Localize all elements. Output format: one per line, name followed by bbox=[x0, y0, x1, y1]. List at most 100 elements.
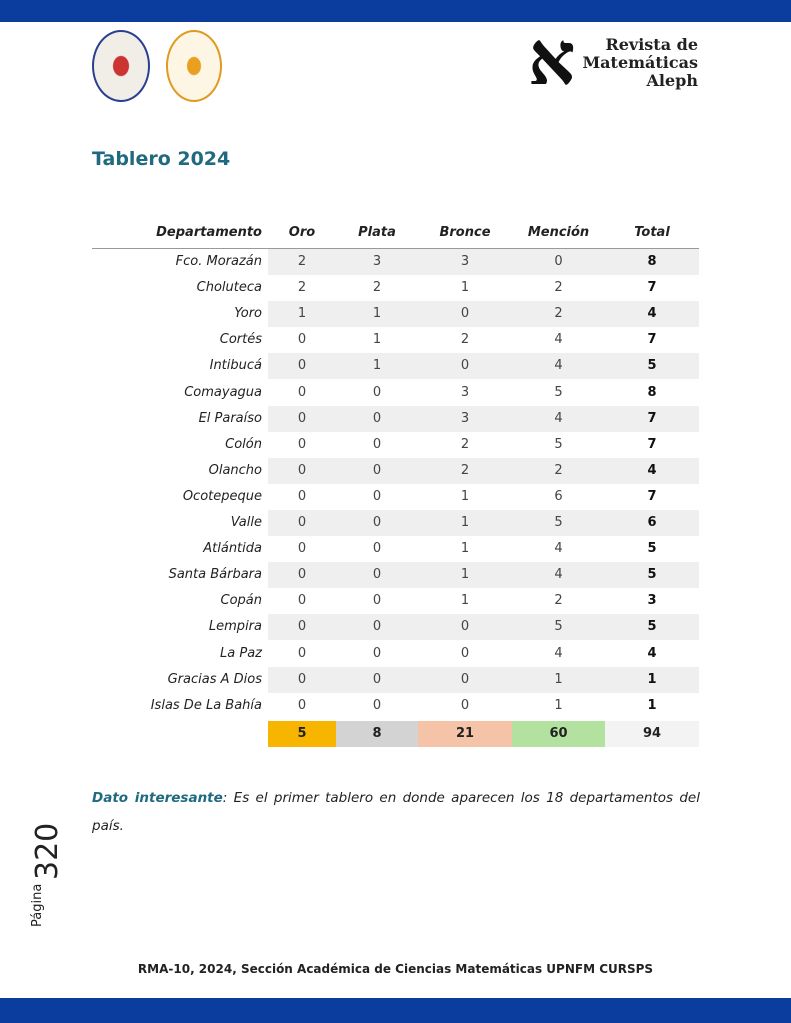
count: 0 bbox=[297, 384, 307, 400]
count: 1 bbox=[647, 697, 657, 713]
total: 94 bbox=[605, 720, 699, 747]
count: 3 bbox=[647, 593, 657, 609]
count: 1 bbox=[554, 697, 563, 713]
department: Islas De La Bahía bbox=[150, 697, 262, 713]
count: 1 bbox=[372, 332, 382, 348]
count: 0 bbox=[297, 541, 307, 557]
count: 1 bbox=[512, 666, 605, 693]
count: 0 bbox=[268, 614, 336, 641]
note-text: : Es el primer tablero en donde aparecen… bbox=[92, 790, 700, 834]
count: 0 bbox=[297, 332, 307, 348]
count: 1 bbox=[460, 593, 470, 609]
count: 5 bbox=[605, 353, 699, 380]
department: Ocotepeque bbox=[182, 488, 262, 504]
count: 4 bbox=[554, 332, 563, 348]
count: 3 bbox=[336, 249, 418, 275]
department: Colón bbox=[225, 436, 262, 452]
department: El Paraíso bbox=[198, 410, 262, 426]
count: 0 bbox=[460, 697, 470, 713]
count: 8 bbox=[647, 384, 657, 400]
count: 1 bbox=[268, 301, 336, 328]
count: 0 bbox=[372, 593, 382, 609]
count: 3 bbox=[418, 249, 512, 275]
count: 0 bbox=[336, 457, 418, 484]
count: 0 bbox=[268, 457, 336, 484]
department: Santa Bárbara bbox=[168, 567, 262, 583]
count: 5 bbox=[605, 562, 699, 589]
count: 0 bbox=[372, 384, 382, 400]
count: 0 bbox=[372, 541, 382, 557]
count: 4 bbox=[512, 405, 605, 432]
count: 0 bbox=[460, 645, 470, 661]
count: 5 bbox=[647, 541, 657, 557]
count: 3 bbox=[460, 384, 470, 400]
count: 0 bbox=[268, 666, 336, 693]
department: Choluteca bbox=[196, 280, 262, 296]
journal-line: Matemáticas bbox=[582, 53, 698, 72]
column-header: Mención bbox=[527, 225, 590, 240]
column-header: Oro bbox=[288, 225, 316, 240]
department: Intibucá bbox=[209, 358, 262, 374]
count: 1 bbox=[336, 301, 418, 328]
count: 0 bbox=[336, 510, 418, 536]
count: 1 bbox=[460, 488, 470, 504]
count: 4 bbox=[605, 457, 699, 484]
count: 0 bbox=[268, 353, 336, 380]
count: 2 bbox=[372, 280, 382, 296]
department: Cortés bbox=[219, 332, 262, 348]
footer: RMA-10, 2024, Sección Académica de Cienc… bbox=[137, 962, 654, 976]
count: 7 bbox=[647, 436, 657, 452]
count: 0 bbox=[268, 405, 336, 432]
count: 1 bbox=[605, 666, 699, 693]
count: 0 bbox=[372, 645, 382, 661]
department: Yoro bbox=[234, 306, 262, 322]
count: 4 bbox=[605, 301, 699, 328]
count: 1 bbox=[460, 280, 470, 296]
count: 0 bbox=[336, 562, 418, 589]
department: Atlántida bbox=[203, 541, 262, 557]
count: 7 bbox=[605, 405, 699, 432]
count: 2 bbox=[418, 457, 512, 484]
department: Comayagua bbox=[184, 384, 262, 400]
total: 5 bbox=[268, 720, 336, 747]
bottom-bar bbox=[0, 998, 791, 1023]
count: 2 bbox=[460, 436, 470, 452]
note: Dato interesante: Es el primer tablero e… bbox=[92, 784, 700, 840]
column-header: Departamento bbox=[156, 225, 262, 240]
count: 7 bbox=[647, 280, 657, 296]
column-header: Plata bbox=[358, 225, 396, 240]
count: 0 bbox=[418, 301, 512, 328]
count: 0 bbox=[297, 645, 307, 661]
count: 0 bbox=[418, 666, 512, 693]
count: 6 bbox=[605, 510, 699, 536]
logo-right bbox=[166, 30, 222, 102]
note-label: Dato interesante bbox=[92, 790, 223, 806]
count: 0 bbox=[372, 488, 382, 504]
count: 0 bbox=[297, 436, 307, 452]
count: 6 bbox=[554, 488, 563, 504]
count: 2 bbox=[297, 280, 307, 296]
count: 0 bbox=[297, 697, 307, 713]
count: 7 bbox=[647, 488, 657, 504]
count: 5 bbox=[512, 614, 605, 641]
count: 0 bbox=[336, 405, 418, 432]
header-rule bbox=[92, 248, 699, 249]
count: 8 bbox=[605, 249, 699, 275]
count: 0 bbox=[336, 614, 418, 641]
total: 21 bbox=[418, 720, 512, 747]
count: 5 bbox=[512, 510, 605, 536]
count: 0 bbox=[372, 697, 382, 713]
journal-line: Aleph bbox=[646, 71, 699, 90]
journal-line: Revista de bbox=[605, 35, 698, 54]
count: 4 bbox=[512, 562, 605, 589]
count: 7 bbox=[647, 332, 657, 348]
count: 1 bbox=[418, 510, 512, 536]
count: 4 bbox=[647, 645, 657, 661]
count: 0 bbox=[268, 562, 336, 589]
count: 2 bbox=[554, 593, 563, 609]
count: 0 bbox=[336, 666, 418, 693]
department: Copán bbox=[220, 593, 263, 609]
department: Valle bbox=[230, 515, 262, 530]
count: 1 bbox=[418, 562, 512, 589]
count: 1 bbox=[460, 541, 470, 557]
